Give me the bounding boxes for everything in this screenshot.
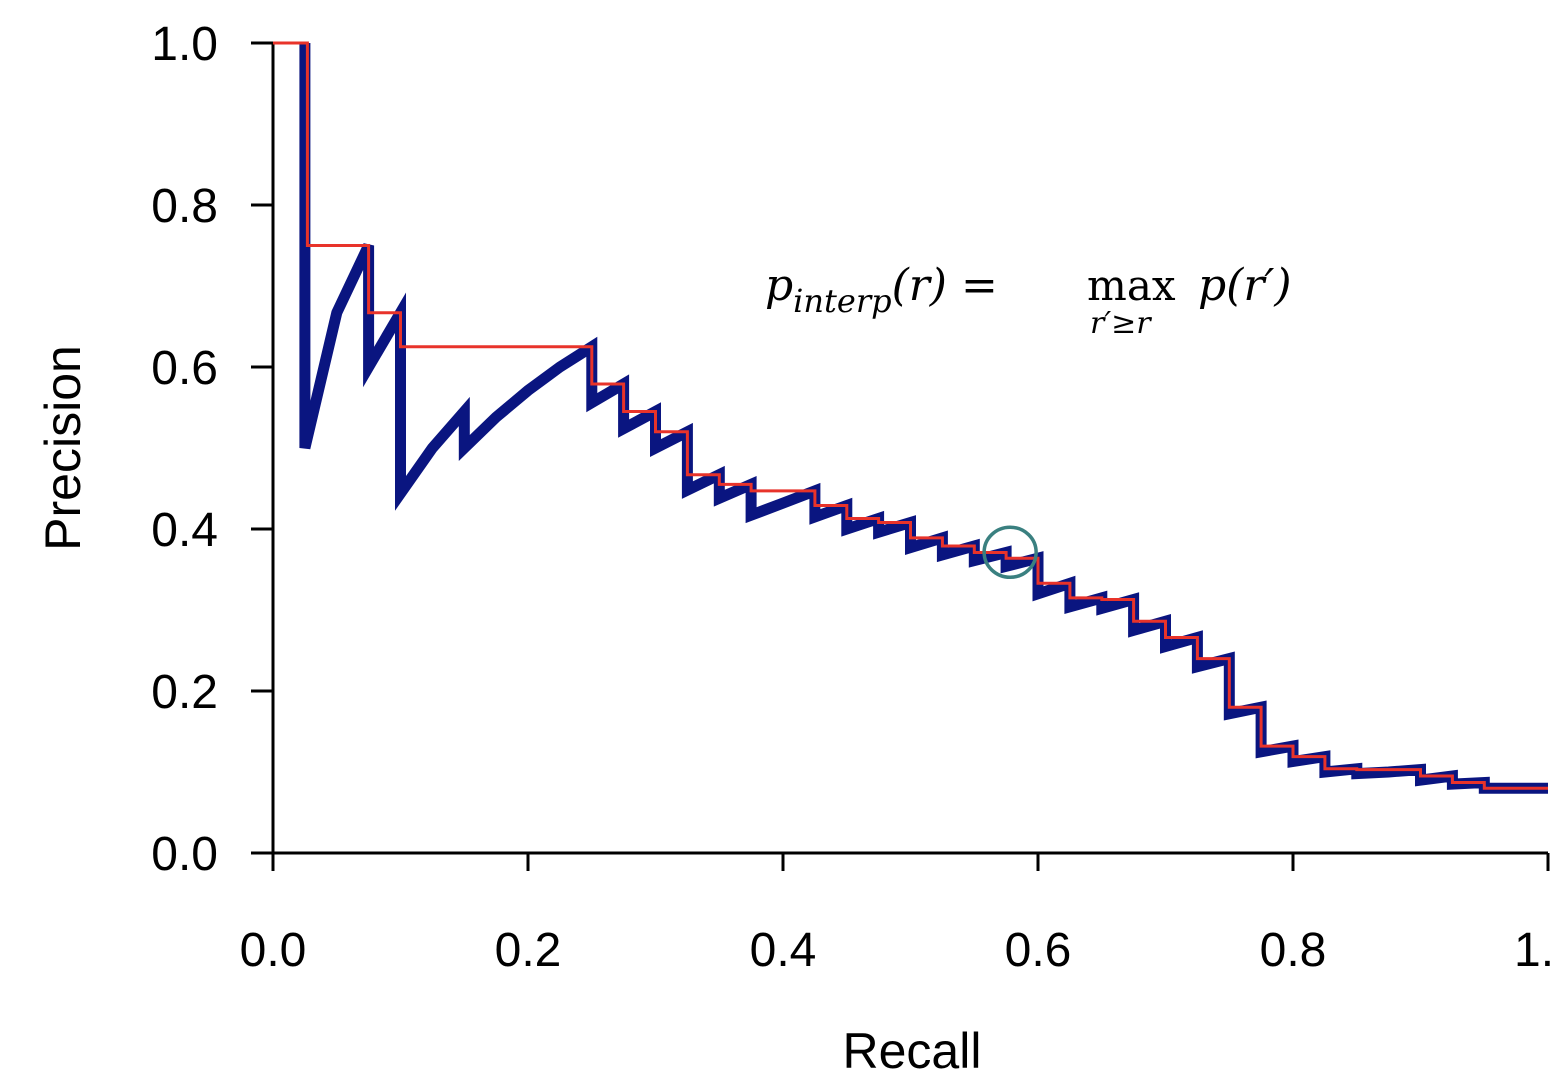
y-tick-label: 1.0 — [151, 18, 218, 71]
highlight-circle — [982, 525, 1038, 579]
x-tick-label: 1. — [1514, 924, 1550, 977]
x-ticks: 0.0 0.2 0.4 0.6 0.8 1. — [240, 853, 1550, 977]
x-tick-label: 0.8 — [1260, 924, 1327, 977]
x-tick-label: 0.0 — [240, 924, 307, 977]
y-tick-label: 0.8 — [151, 180, 218, 233]
formula-max: max — [1087, 261, 1176, 310]
raw-precision-line — [299, 43, 1548, 794]
y-tick-label: 0.6 — [151, 342, 218, 395]
formula-annotation: pinterp(r) = max r′≥r p(r′) — [765, 260, 1292, 341]
x-tick-label: 0.4 — [750, 924, 817, 977]
y-tick-label: 0.2 — [151, 666, 218, 719]
formula-rhs: p(r′) — [1198, 260, 1292, 311]
x-tick-label: 0.6 — [1005, 924, 1072, 977]
interpolated-precision-line — [273, 41, 1548, 790]
y-tick-label: 0.4 — [151, 504, 218, 557]
y-ticks: 1.0 0.8 0.6 0.4 0.2 0.0 — [151, 18, 273, 881]
x-tick-label: 0.2 — [495, 924, 562, 977]
y-axis-title: Precision — [35, 345, 91, 551]
formula-lhs: pinterp(r) = — [765, 260, 998, 320]
x-axis-title: Recall — [843, 1023, 982, 1070]
formula-subscript: r′≥r — [1090, 306, 1152, 341]
y-tick-label: 0.0 — [151, 828, 218, 881]
